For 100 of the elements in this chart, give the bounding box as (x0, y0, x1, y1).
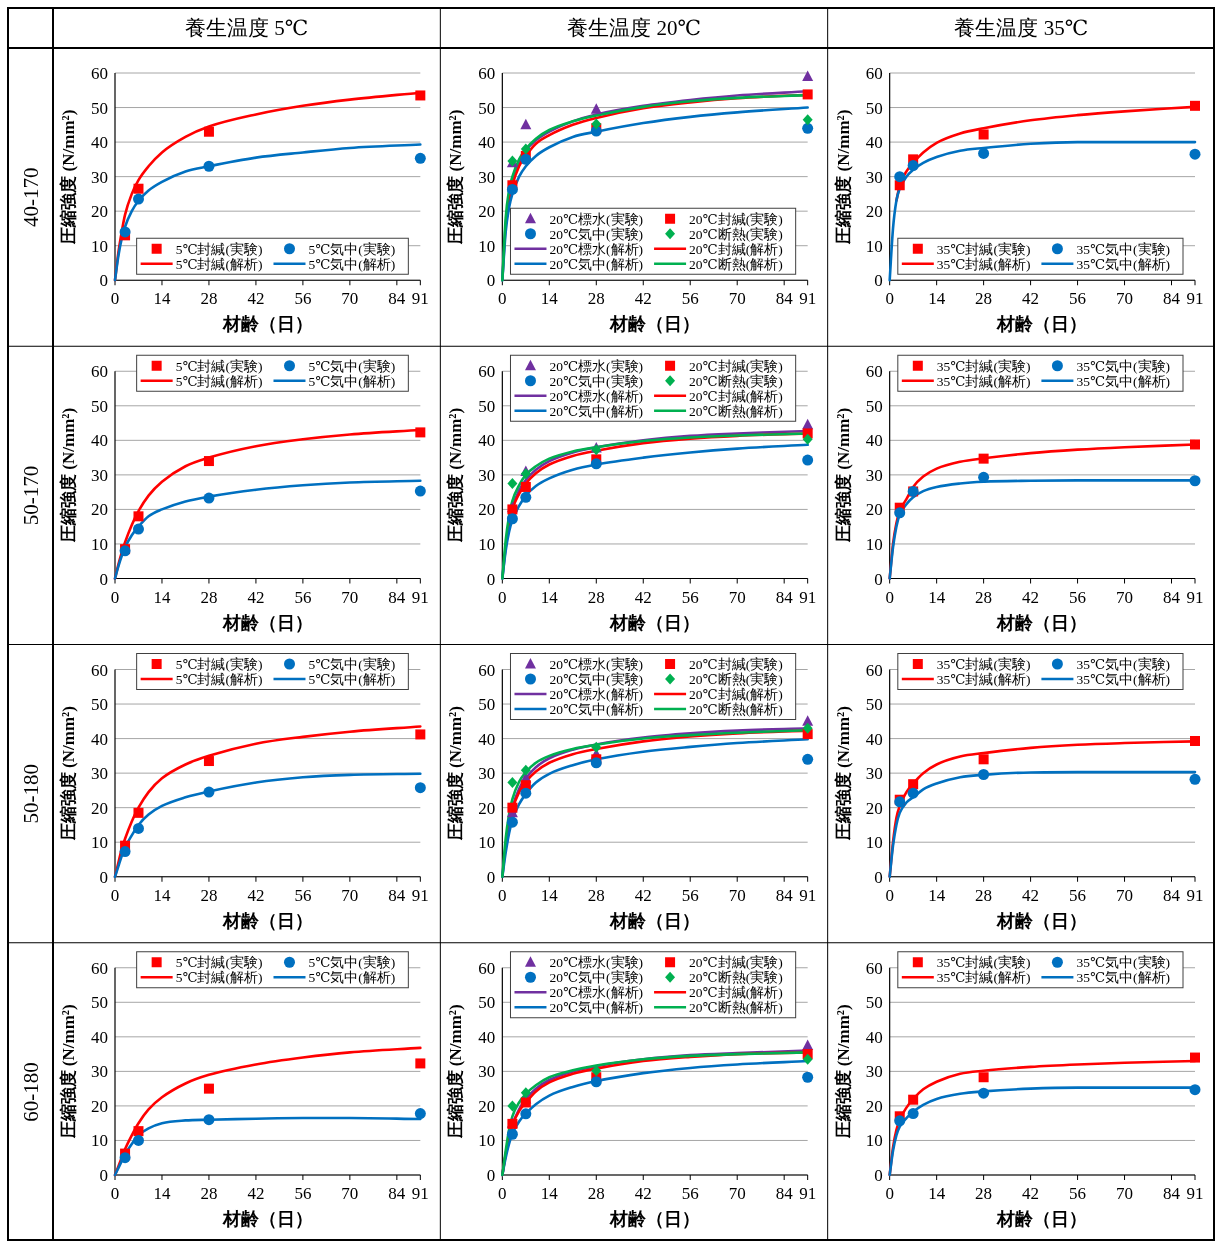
x-axis-title: 材齢（日） (996, 1209, 1088, 1229)
point (1189, 1084, 1201, 1096)
legend-label: 35℃気中(解析) (1076, 970, 1170, 986)
y-tick-label: 0 (486, 271, 496, 291)
legend-label: 5℃封緘(解析) (175, 970, 263, 986)
point (978, 1072, 989, 1083)
legend-label: 5℃気中(実験) (308, 241, 396, 257)
point (802, 70, 814, 81)
x-tick-label: 91 (411, 289, 429, 309)
y-tick-label: 40 (91, 133, 108, 153)
x-tick-label: 56 (681, 885, 699, 905)
point (506, 183, 518, 195)
x-tick-label: 14 (928, 885, 946, 905)
y-tick-label: 0 (486, 867, 496, 887)
point (415, 729, 426, 740)
x-tick-label: 84 (775, 289, 794, 309)
x-tick-label: 42 (1022, 885, 1040, 905)
y-tick-label: 60 (478, 958, 496, 978)
legend-label: 5℃封緘(実験) (175, 955, 263, 971)
x-tick-label: 91 (1186, 289, 1204, 309)
point (415, 90, 426, 101)
legend-label: 20℃標水(解析) (549, 687, 644, 702)
legend-label: 35℃封緘(解析) (936, 256, 1031, 272)
y-tick-label: 20 (91, 500, 108, 520)
x-tick-label: 56 (681, 1184, 699, 1203)
point (203, 160, 215, 172)
point (133, 1126, 144, 1137)
legend-label: 20℃断熱(実験) (689, 373, 783, 389)
legend-label: 20℃断熱(実験) (689, 970, 783, 986)
point (1190, 100, 1200, 111)
x-tick-label: 28 (587, 1184, 605, 1203)
point (591, 1065, 602, 1077)
y-tick-label: 0 (99, 867, 108, 887)
legend-label: 35℃気中(実験) (1076, 955, 1170, 971)
x-tick-label: 56 (294, 885, 312, 905)
y-tick-label: 30 (91, 764, 108, 784)
category-label: 養生温度 5℃ (185, 16, 309, 40)
y-tick-label: 30 (91, 1062, 108, 1082)
category-label: 50-180 (18, 763, 43, 824)
x-tick-label: 28 (587, 885, 605, 905)
y-tick-label: 40 (865, 1027, 883, 1047)
legend-label: 35℃封緘(実験) (936, 657, 1031, 672)
legend-label: 20℃気中(実験) (549, 226, 644, 242)
legend-label: 35℃気中(解析) (1076, 373, 1170, 389)
point (415, 427, 426, 438)
y-tick-label: 40 (478, 431, 496, 451)
x-tick-label: 28 (975, 587, 993, 607)
x-axis-title: 材齢（日） (609, 314, 700, 335)
y-tick-label: 60 (91, 64, 108, 83)
y-axis-title: 圧縮強度 (N/mm²) (833, 706, 853, 842)
y-tick-label: 20 (478, 1096, 496, 1116)
x-tick-label: 70 (341, 1184, 359, 1203)
y-tick-label: 50 (478, 993, 496, 1013)
y-tick-label: 0 (874, 867, 883, 887)
x-axis-title: 材齢（日） (609, 910, 700, 931)
x-tick-label: 84 (388, 289, 406, 309)
y-tick-label: 0 (874, 569, 883, 589)
point (802, 454, 814, 466)
y-tick-label: 30 (865, 764, 883, 784)
legend-label: 35℃気中(解析) (1076, 256, 1170, 272)
point (520, 153, 532, 165)
x-tick-label: 14 (928, 1184, 946, 1203)
y-tick-label: 30 (478, 167, 496, 187)
x-tick-label: 42 (634, 885, 652, 905)
x-tick-label: 84 (388, 885, 406, 905)
point (1190, 736, 1200, 746)
x-tick-label: 84 (775, 1184, 794, 1203)
legend-label: 5℃気中(解析) (308, 970, 396, 986)
y-tick-label: 10 (478, 1131, 496, 1151)
point (203, 756, 214, 767)
y-tick-label: 40 (865, 133, 883, 153)
x-axis-title: 材齢（日） (996, 314, 1088, 335)
point (591, 118, 602, 130)
x-tick-label: 56 (294, 587, 312, 607)
x-tick-label: 28 (200, 885, 218, 905)
legend-label: 5℃封緘(解析) (175, 256, 263, 272)
x-tick-label: 84 (775, 885, 794, 905)
x-axis-title: 材齢（日） (221, 1209, 313, 1229)
point (414, 152, 426, 164)
x-tick-label: 56 (681, 289, 699, 309)
y-tick-label: 40 (478, 729, 496, 749)
y-axis-title: 圧縮強度 (N/mm²) (59, 109, 78, 245)
point (119, 1152, 131, 1164)
legend-label: 5℃気中(解析) (308, 373, 396, 389)
legend-label: 5℃封緘(実験) (175, 358, 263, 374)
x-axis-title: 材齢（日） (996, 612, 1088, 633)
x-axis-title: 材齢（日） (996, 910, 1088, 931)
point (414, 1108, 426, 1120)
y-tick-label: 30 (478, 1062, 496, 1082)
legend-label: 35℃封緘(実験) (936, 358, 1031, 374)
point (590, 757, 602, 769)
point (894, 171, 906, 183)
y-tick-label: 20 (91, 202, 108, 222)
point (203, 492, 215, 504)
x-tick-label: 14 (153, 587, 171, 607)
x-tick-label: 28 (975, 885, 993, 905)
y-tick-label: 50 (478, 396, 496, 416)
point (507, 478, 518, 490)
x-tick-label: 42 (247, 885, 265, 905)
y-tick-label: 0 (874, 1166, 883, 1185)
